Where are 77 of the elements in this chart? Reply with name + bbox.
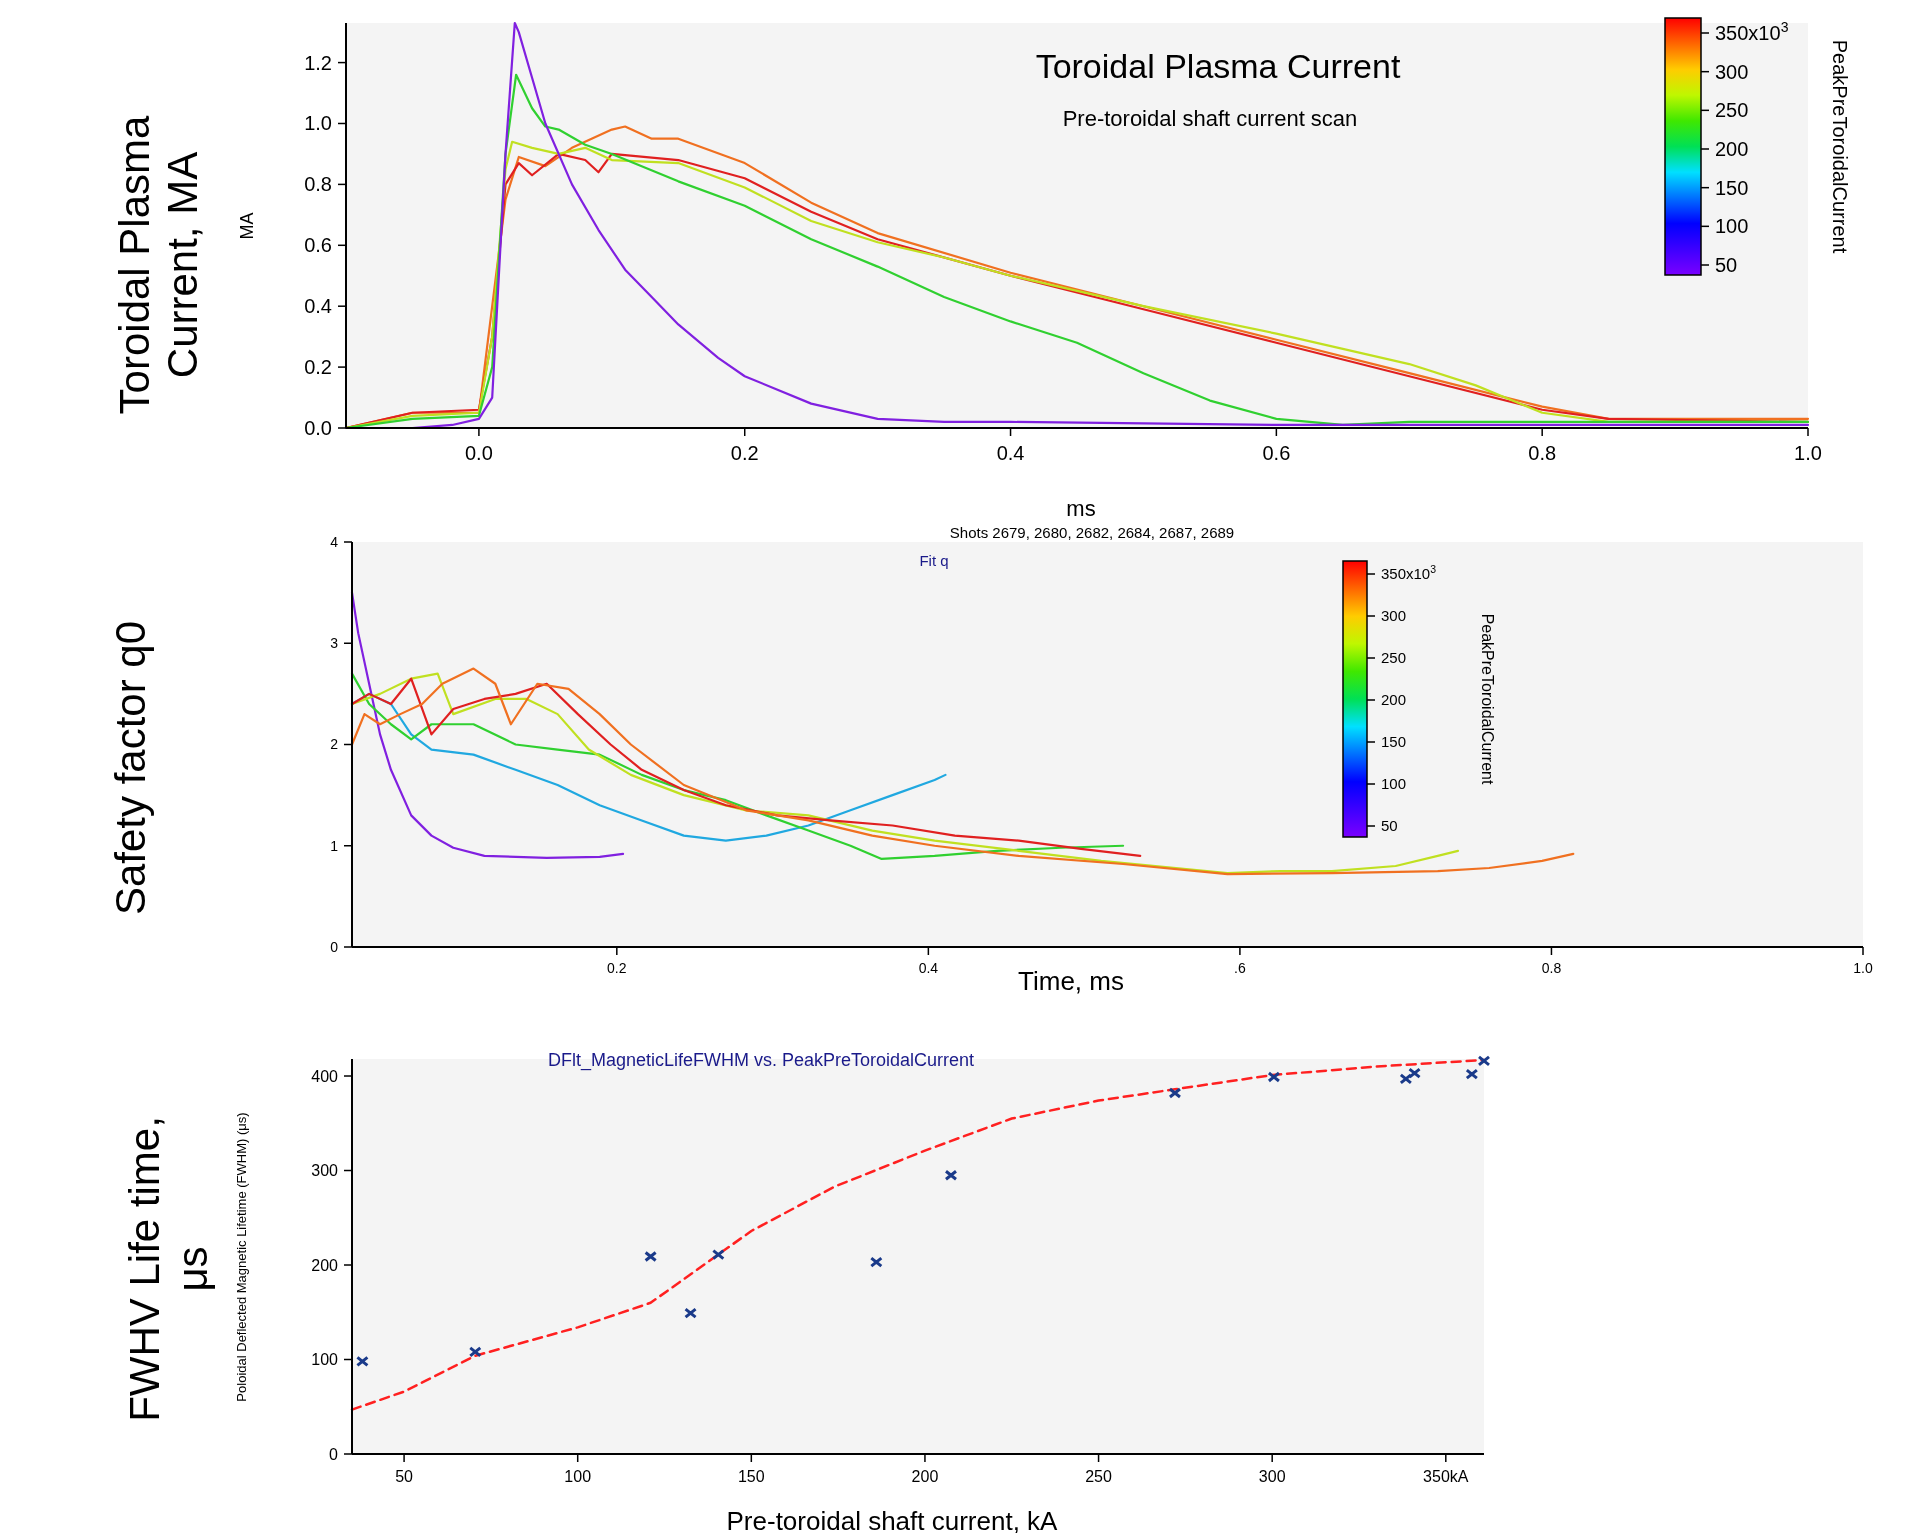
x-axis-title: ms	[1066, 496, 1096, 521]
x-tick-label: 0.4	[996, 442, 1025, 464]
annotation: 50	[1381, 817, 1398, 835]
annotation: 100	[1381, 775, 1407, 793]
text: Poloidal Deflected Magnetic Lifetime (FWHM) (μs)	[233, 1112, 249, 1402]
y-tick-label: 3	[330, 635, 339, 652]
annotation: 150	[1715, 176, 1749, 199]
annotation: 250	[1715, 99, 1749, 122]
y-tick-label: 0	[330, 938, 339, 955]
x-tick-label: 0.4	[918, 960, 939, 976]
y-tick-label: 0	[329, 1445, 339, 1463]
point	[1168, 1087, 1182, 1099]
x-tick-label: 1.0	[1853, 960, 1873, 976]
x-tick-label: 350kA	[1423, 1468, 1469, 1485]
x-tick-label: 0.2	[607, 960, 627, 976]
x-tick-label: 100	[564, 1468, 592, 1485]
y-tick-label: 1.0	[304, 112, 332, 135]
x-tick-label: 0.8	[1528, 442, 1557, 464]
x-tick-label: 300	[1258, 1468, 1286, 1485]
x-tick-label: 0.0	[465, 442, 493, 464]
point	[684, 1307, 698, 1319]
point	[711, 1249, 725, 1261]
text: Fit q	[919, 552, 949, 569]
point	[869, 1256, 883, 1268]
point	[1465, 1068, 1479, 1080]
annotation: 350x10$^{3}$	[1715, 19, 1789, 44]
y-axis-title: Safety factor q0	[106, 620, 154, 916]
y-tick-label: 300	[311, 1162, 339, 1180]
point	[1408, 1067, 1422, 1079]
annotation: PeakPreToroidalCurrent	[1479, 613, 1497, 785]
x-tick-label: 0.8	[1541, 960, 1562, 976]
text: PeakPreToroidalCurrent	[1829, 39, 1851, 254]
y-tick-label: 0.8	[304, 173, 332, 196]
annotation: 150	[1381, 733, 1407, 751]
x-tick-label: .6	[1234, 960, 1246, 976]
point	[468, 1346, 482, 1358]
x-axis-title: Time, ms	[1018, 966, 1124, 996]
point	[944, 1169, 958, 1181]
y-tick-label: 1	[330, 837, 339, 854]
x-axis-title: Pre-toroidal shaft current, kA	[726, 1506, 1059, 1533]
annotation: 50	[1715, 254, 1738, 276]
y-tick-label: 4	[330, 533, 339, 550]
annotation: 300	[1715, 60, 1749, 83]
y-tick-label: 400	[311, 1067, 339, 1085]
y-tick-label: 2	[330, 736, 339, 753]
point	[1477, 1055, 1491, 1067]
annotation: 350x10$^{3}$	[1381, 563, 1437, 583]
x-tick-label: 0.6	[1262, 442, 1291, 464]
chart-title: DFlt_MagneticLifeFWHM vs. PeakPreToroidalCurrent	[547, 1050, 975, 1071]
annotation: 300	[1381, 607, 1407, 625]
x-tick-label: 1.0	[1794, 442, 1822, 464]
point	[644, 1251, 658, 1262]
y-tick-label: 100	[311, 1351, 339, 1369]
chart-title: Shots 2679, 2680, 2682, 2684, 2687, 2689	[949, 524, 1235, 541]
x-tick-label: 250	[1085, 1468, 1113, 1485]
x-tick-label: 150	[737, 1468, 765, 1485]
annotation: 200	[1715, 138, 1749, 160]
y-tick-label: 0.2	[304, 356, 332, 379]
point	[1399, 1073, 1413, 1085]
annotation: 250	[1381, 649, 1407, 667]
x-tick-label: 0.2	[730, 442, 759, 464]
y-tick-label: 0.6	[304, 234, 332, 257]
y-axis-title: FWHV Life time, μs	[120, 1116, 216, 1422]
y-tick-label: 0.0	[304, 417, 332, 439]
text: Pre-toroidal shaft current scan	[1062, 106, 1358, 131]
text: MA	[237, 212, 258, 240]
x-tick-label: 50	[395, 1468, 414, 1485]
x-tick-label: 200	[911, 1468, 939, 1485]
y-tick-label: 1.2	[304, 51, 332, 74]
y-tick-label: 0.4	[304, 295, 332, 318]
y-axis-title: Toroidal Plasma Current, MA	[110, 114, 206, 415]
annotation: 100	[1715, 215, 1749, 238]
point	[1267, 1071, 1281, 1083]
annotation: 200	[1381, 691, 1407, 709]
text: Toroidal Plasma Current	[1035, 47, 1401, 85]
point	[355, 1355, 369, 1367]
y-tick-label: 200	[311, 1256, 339, 1274]
